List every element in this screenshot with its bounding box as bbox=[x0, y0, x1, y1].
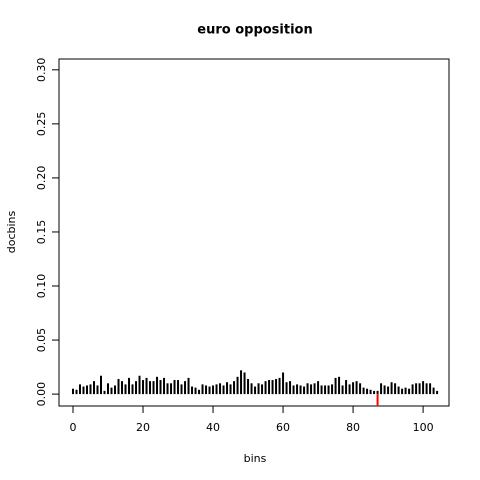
x-axis-label: bins bbox=[244, 452, 267, 465]
chart-title: euro opposition bbox=[197, 23, 312, 38]
x-tick-label: 0 bbox=[70, 421, 77, 434]
y-tick-label: 0.20 bbox=[35, 166, 48, 191]
x-tick-label: 60 bbox=[276, 421, 290, 434]
x-tick-label: 100 bbox=[413, 421, 434, 434]
y-tick-label: 0.15 bbox=[35, 220, 48, 245]
x-tick-label: 80 bbox=[346, 421, 360, 434]
y-axis-label: docbins bbox=[5, 210, 18, 253]
y-tick-label: 0.10 bbox=[35, 274, 48, 299]
y-tick-label: 0.00 bbox=[35, 382, 48, 407]
y-tick-label: 0.25 bbox=[35, 112, 48, 136]
y-tick-label: 0.30 bbox=[35, 58, 48, 83]
plot-box bbox=[58, 58, 450, 407]
x-tick-label: 20 bbox=[136, 421, 150, 434]
y-tick-label: 0.05 bbox=[35, 328, 48, 353]
x-tick-label: 40 bbox=[206, 421, 220, 434]
